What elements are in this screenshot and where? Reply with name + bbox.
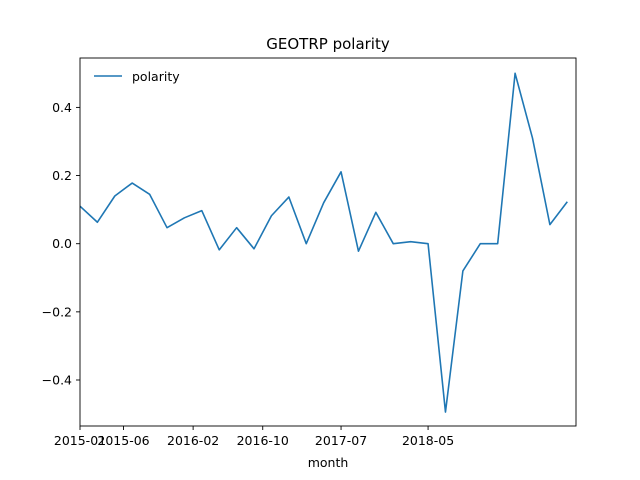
chart-title: GEOTRP polarity — [266, 35, 390, 53]
x-tick-label: 2016-10 — [237, 433, 289, 448]
x-tick-label: 2017-07 — [315, 433, 367, 448]
x-axis-label: month — [308, 455, 349, 470]
x-tick-label: 2015-01 — [54, 433, 106, 448]
legend-label-polarity: polarity — [132, 69, 180, 84]
y-tick-label: −0.2 — [42, 304, 72, 319]
y-tick-label: −0.4 — [42, 373, 72, 388]
x-tick-label: 2018-05 — [402, 433, 454, 448]
y-tick-label: 0.0 — [52, 236, 72, 251]
x-tick-label: 2016-02 — [167, 433, 219, 448]
plot-frame — [79, 57, 577, 427]
y-tick-label: 0.4 — [52, 100, 72, 115]
y-tick-label: 0.2 — [52, 168, 72, 183]
legend: polarity — [86, 62, 194, 90]
x-tick-label: 2015-06 — [97, 433, 149, 448]
series-line-polarity — [80, 72, 568, 413]
